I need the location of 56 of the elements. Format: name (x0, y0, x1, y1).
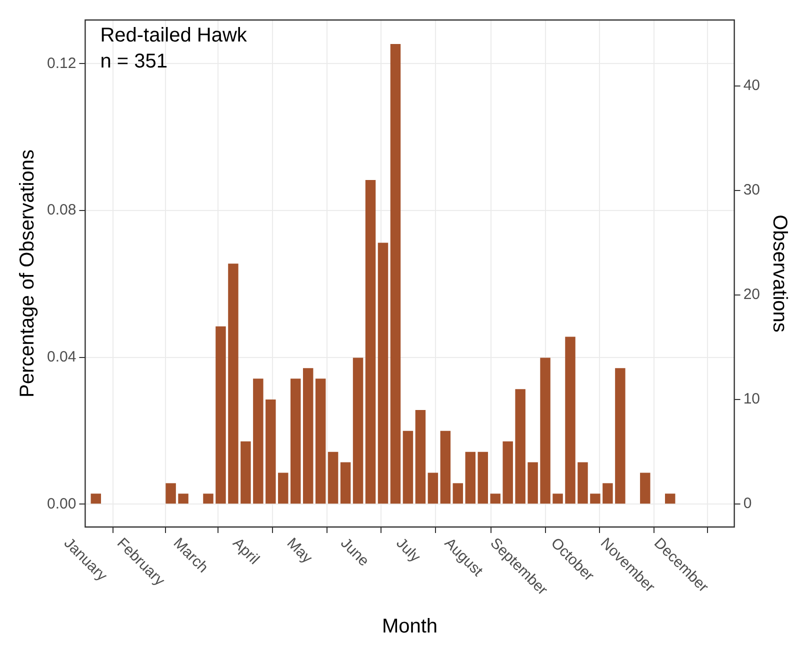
y-tick-label: 0.12 (46, 54, 76, 72)
bar (478, 452, 488, 504)
bar (240, 441, 251, 504)
bar (228, 264, 238, 504)
bar (590, 494, 600, 504)
bar (90, 494, 102, 504)
bar (602, 483, 613, 504)
y-tick-label: 0.00 (46, 495, 76, 512)
bar (278, 472, 288, 504)
y2-tick-label: 10 (743, 390, 760, 408)
bar (216, 326, 226, 504)
bar (440, 430, 451, 504)
bar (315, 378, 326, 504)
y2-tick-label: 0 (743, 495, 752, 512)
x-axis-title: Month (382, 616, 438, 638)
bar (640, 472, 650, 504)
bar (253, 378, 264, 504)
bar (365, 180, 376, 504)
x-tick-label: April (229, 534, 263, 568)
bar (465, 452, 476, 504)
bar (428, 472, 438, 504)
x-tick-label: May (283, 534, 316, 568)
y2-axis-title: Observations (768, 214, 790, 332)
annotation: n = 351 (100, 50, 168, 73)
y-tick-label: 0.08 (46, 202, 76, 219)
bar (615, 368, 626, 504)
bar (302, 368, 314, 504)
bar (578, 462, 588, 504)
y-tick-label: 0.04 (46, 348, 76, 366)
y2-tick-label: 20 (743, 286, 760, 304)
y2-tick-label: 40 (743, 77, 760, 94)
bar (352, 358, 364, 504)
bar (502, 441, 513, 504)
bar (290, 378, 301, 504)
bar (490, 494, 500, 504)
bar (540, 358, 550, 504)
x-tick-label: July (392, 534, 424, 566)
y-axis-title: Percentage of Observations (16, 150, 39, 398)
bar (402, 430, 414, 504)
bar (378, 242, 388, 504)
bar (515, 389, 526, 504)
bar (266, 400, 276, 504)
bar (390, 44, 401, 504)
bar (565, 336, 576, 504)
bar (178, 494, 188, 504)
bar (166, 483, 176, 504)
y2-tick-label: 30 (743, 182, 760, 199)
bar (203, 494, 214, 504)
bar (552, 494, 563, 504)
bar (328, 452, 338, 504)
bar (452, 483, 464, 504)
bar (340, 462, 351, 504)
annotation: Red-tailed Hawk (100, 24, 248, 47)
bar (665, 494, 676, 504)
bar (415, 410, 426, 504)
bar (528, 462, 538, 504)
